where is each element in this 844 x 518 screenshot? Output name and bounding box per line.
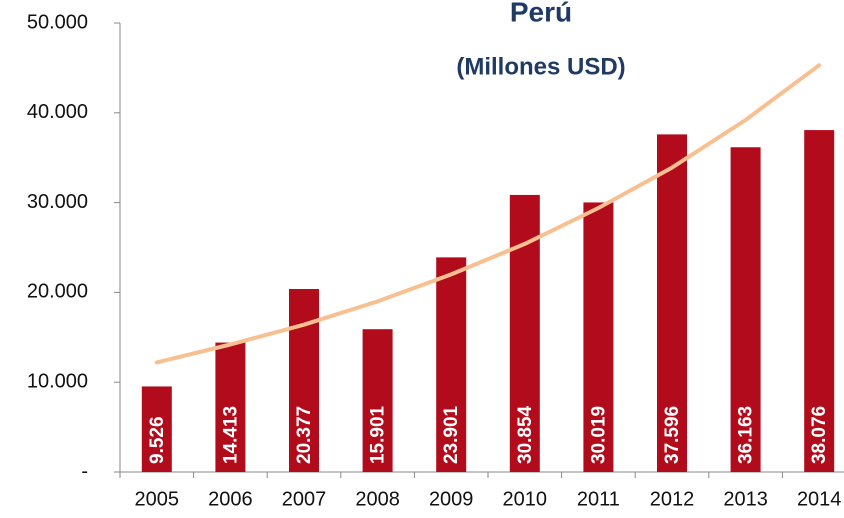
bar [583, 202, 614, 472]
x-tick-label: 2010 [503, 488, 548, 510]
bar [657, 134, 687, 472]
data-label: 9.526 [147, 416, 168, 464]
data-label: 30.854 [515, 405, 536, 464]
y-tick-label: 10.000 [27, 370, 88, 392]
y-tick-label: - [81, 460, 88, 482]
y-tick-label: 30.000 [27, 191, 88, 213]
data-label: 38.076 [809, 406, 830, 464]
x-tick-label: 2005 [135, 488, 180, 510]
data-label: 15.901 [368, 405, 389, 464]
y-tick-label: 50.000 [27, 11, 88, 33]
chart-subtitle: (Millones USD) [456, 53, 625, 80]
bar [362, 329, 393, 472]
data-label: 20.377 [294, 406, 315, 464]
x-tick-label: 2008 [355, 488, 400, 510]
data-label: 37.596 [662, 406, 683, 464]
x-tick-label: 2011 [577, 488, 620, 510]
data-label: 14.413 [220, 406, 241, 464]
x-tick-label: 2014 [797, 488, 842, 510]
bar [730, 147, 761, 472]
data-label: 36.163 [736, 406, 757, 464]
x-tick-label: 2012 [650, 488, 695, 510]
data-label: 23.901 [441, 405, 462, 464]
chart-title: Perú [510, 0, 572, 27]
x-tick-label: 2009 [429, 488, 474, 510]
data-label: 30.019 [588, 406, 609, 464]
bar [215, 342, 246, 472]
bar [436, 257, 467, 472]
x-tick-label: 2007 [282, 488, 327, 510]
x-tick-label: 2006 [208, 488, 253, 510]
bar [804, 130, 835, 472]
bar [141, 386, 172, 472]
y-tick-label: 20.000 [27, 281, 88, 303]
x-tick-label: 2013 [723, 488, 768, 510]
y-tick-label: 40.000 [27, 101, 88, 123]
trend-line [154, 63, 822, 365]
